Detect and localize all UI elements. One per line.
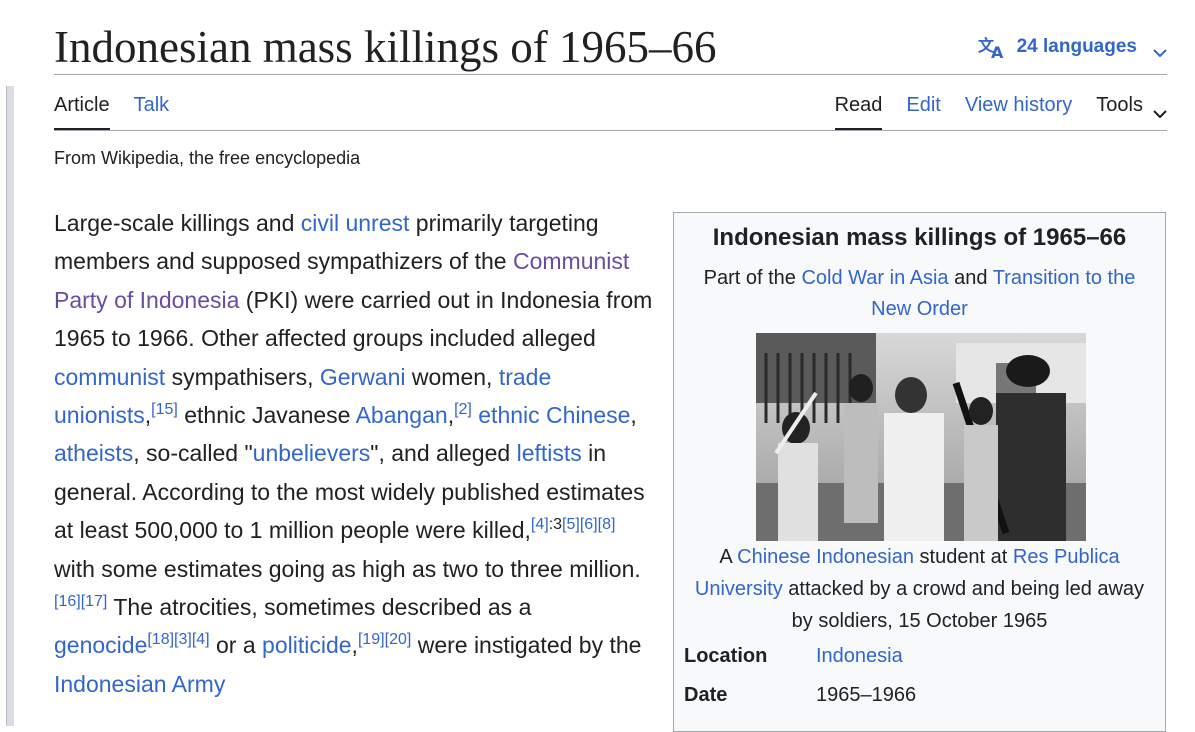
inline-link[interactable]: unbelievers	[252, 440, 371, 467]
infobox-date-label: Date	[684, 684, 728, 706]
citation-ref[interactable]: [2]	[454, 401, 472, 419]
text-run: primarily targeting members and supposed…	[54, 210, 599, 275]
infobox-title: Indonesian mass killings of 1965–66	[712, 224, 1127, 251]
citation-ref: :3	[548, 516, 563, 534]
infobox-location-label: Location	[684, 645, 768, 667]
infobox-date-value: 1965–1966	[816, 684, 917, 706]
citation-ref[interactable]: [16][17]	[54, 593, 108, 611]
inline-link[interactable]: Communist Party of Indonesia	[54, 248, 630, 313]
inline-link[interactable]: Res Publica University	[694, 546, 1120, 600]
translate-icon: 文 A	[977, 34, 1007, 62]
text-run: , so-called "	[133, 440, 253, 467]
chevron-down-icon	[1153, 102, 1167, 119]
text-run: Part of the	[703, 267, 802, 289]
infobox-location-value[interactable]: Indonesia	[816, 645, 903, 667]
inline-link[interactable]: civil unrest	[300, 210, 410, 236]
site-tagline: From Wikipedia, the free encyclopedia	[54, 148, 361, 168]
inline-link[interactable]: atheists	[54, 440, 134, 467]
title-divider	[54, 74, 1167, 75]
text-run: in general. According to the most widely…	[54, 440, 645, 544]
tab-read[interactable]: Read	[834, 86, 883, 130]
text-run: student at	[913, 546, 1013, 568]
infobox-row-date: Date 1965–1966	[684, 684, 1155, 714]
infobox-subtitle: Part of the Cold War in Asia and Transit…	[684, 263, 1155, 325]
scroll-indicator[interactable]	[6, 86, 14, 726]
svg-text:A: A	[991, 43, 1004, 60]
text-run: ", and alleged	[370, 440, 517, 467]
chevron-down-icon	[1153, 42, 1167, 58]
infobox-caption: A Chinese Indonesian student at Res Publ…	[688, 541, 1151, 637]
text-run: with some estimates going as high as two…	[54, 555, 641, 582]
inline-link[interactable]: Transition to the New Order	[871, 267, 1136, 320]
text-run: sympathisers,	[165, 363, 320, 390]
text-run: Large-scale killings and	[54, 210, 301, 236]
languages-label: 24 languages	[1016, 36, 1137, 57]
tab-edit[interactable]: Edit	[906, 94, 941, 116]
page-title: Indonesian mass killings of 1965–66	[54, 22, 717, 72]
infobox-row-location: Location Indonesia	[684, 645, 1155, 675]
text-run: were instigated by the	[411, 632, 642, 659]
text-run: women,	[405, 363, 499, 390]
text-run: or a	[209, 632, 263, 659]
inline-link[interactable]: Gerwani	[319, 363, 406, 390]
tab-talk[interactable]: Talk	[133, 94, 170, 116]
text-run: (PKI) were carried out in Indonesia from…	[54, 286, 653, 352]
tab-view-history[interactable]: View history	[964, 94, 1073, 116]
inline-link[interactable]: trade unionists	[54, 363, 552, 429]
citation-ref[interactable]: [5][6][8]	[562, 516, 616, 534]
inline-link[interactable]: politicide	[262, 632, 352, 659]
tools-label: Tools	[1096, 94, 1143, 116]
inline-link[interactable]: ethnic Chinese	[478, 402, 631, 429]
citation-ref[interactable]: [15]	[151, 401, 178, 419]
inline-link[interactable]: Abangan	[355, 402, 448, 429]
inline-link[interactable]: Chinese Indonesian	[737, 546, 914, 568]
svg-text:文: 文	[978, 36, 995, 55]
inline-link[interactable]: Indonesian Army	[54, 670, 226, 697]
infobox: Indonesian mass killings of 1965–66 Part…	[673, 212, 1166, 732]
inline-link[interactable]: leftists	[516, 440, 582, 467]
lead-paragraph: Large-scale killings and civil unrest pr…	[54, 204, 654, 703]
text-run: The atrocities, sometimes described as a	[107, 594, 532, 621]
citation-ref[interactable]: [19][20]	[357, 631, 412, 649]
tools-menu[interactable]: Tools	[1096, 86, 1167, 130]
text-run: ,	[351, 632, 358, 659]
languages-button[interactable]: 文 A 24 languages	[977, 32, 1167, 62]
tabs-divider	[54, 130, 1167, 131]
infobox-photo[interactable]	[756, 333, 1086, 541]
namespace-tabs: Article Talk	[54, 86, 169, 130]
citation-ref[interactable]: [18][3][4]	[147, 631, 210, 649]
text-run: ethnic Javanese	[177, 402, 356, 429]
text-run: and	[948, 267, 993, 289]
citation-ref[interactable]: [4]	[530, 516, 549, 534]
view-tabs: Read Edit View history Tools	[834, 86, 1167, 130]
text-run: A	[719, 546, 738, 568]
tab-article[interactable]: Article	[54, 86, 110, 130]
inline-link[interactable]: communist	[54, 363, 166, 390]
inline-link[interactable]: genocide	[54, 632, 148, 659]
text-run: attacked by a crowd and being led away b…	[782, 578, 1145, 632]
text-run: ,	[630, 402, 637, 429]
inline-link[interactable]: Cold War in Asia	[801, 267, 949, 289]
text-run: ,	[144, 402, 152, 429]
text-run: ,	[447, 402, 455, 429]
